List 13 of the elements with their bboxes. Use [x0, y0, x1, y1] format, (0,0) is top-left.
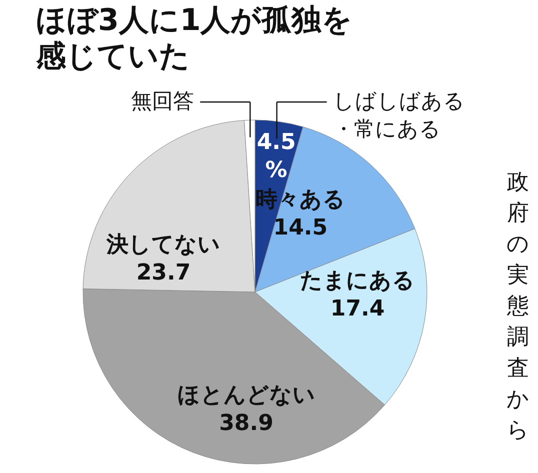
- slice-label: たまにある: [300, 268, 416, 294]
- slice-label: 決してない: [105, 232, 220, 258]
- data-label: 14.5: [273, 215, 328, 240]
- text: 政府の実態調査から: [506, 170, 530, 443]
- slice-label: 無回答: [131, 89, 194, 113]
- slice-label: ほとんどない: [177, 382, 316, 408]
- slice-label: しばしばある・常にある: [332, 89, 465, 141]
- data-label: 4.5%: [256, 130, 296, 184]
- data-label: 23.7: [136, 260, 191, 286]
- chart-title: ほぼ3人に1人が孤独を感じていた: [35, 3, 353, 74]
- data-label: 38.9: [219, 410, 274, 436]
- slice-label: 時々ある: [255, 187, 346, 212]
- data-label: 17.4: [330, 296, 385, 322]
